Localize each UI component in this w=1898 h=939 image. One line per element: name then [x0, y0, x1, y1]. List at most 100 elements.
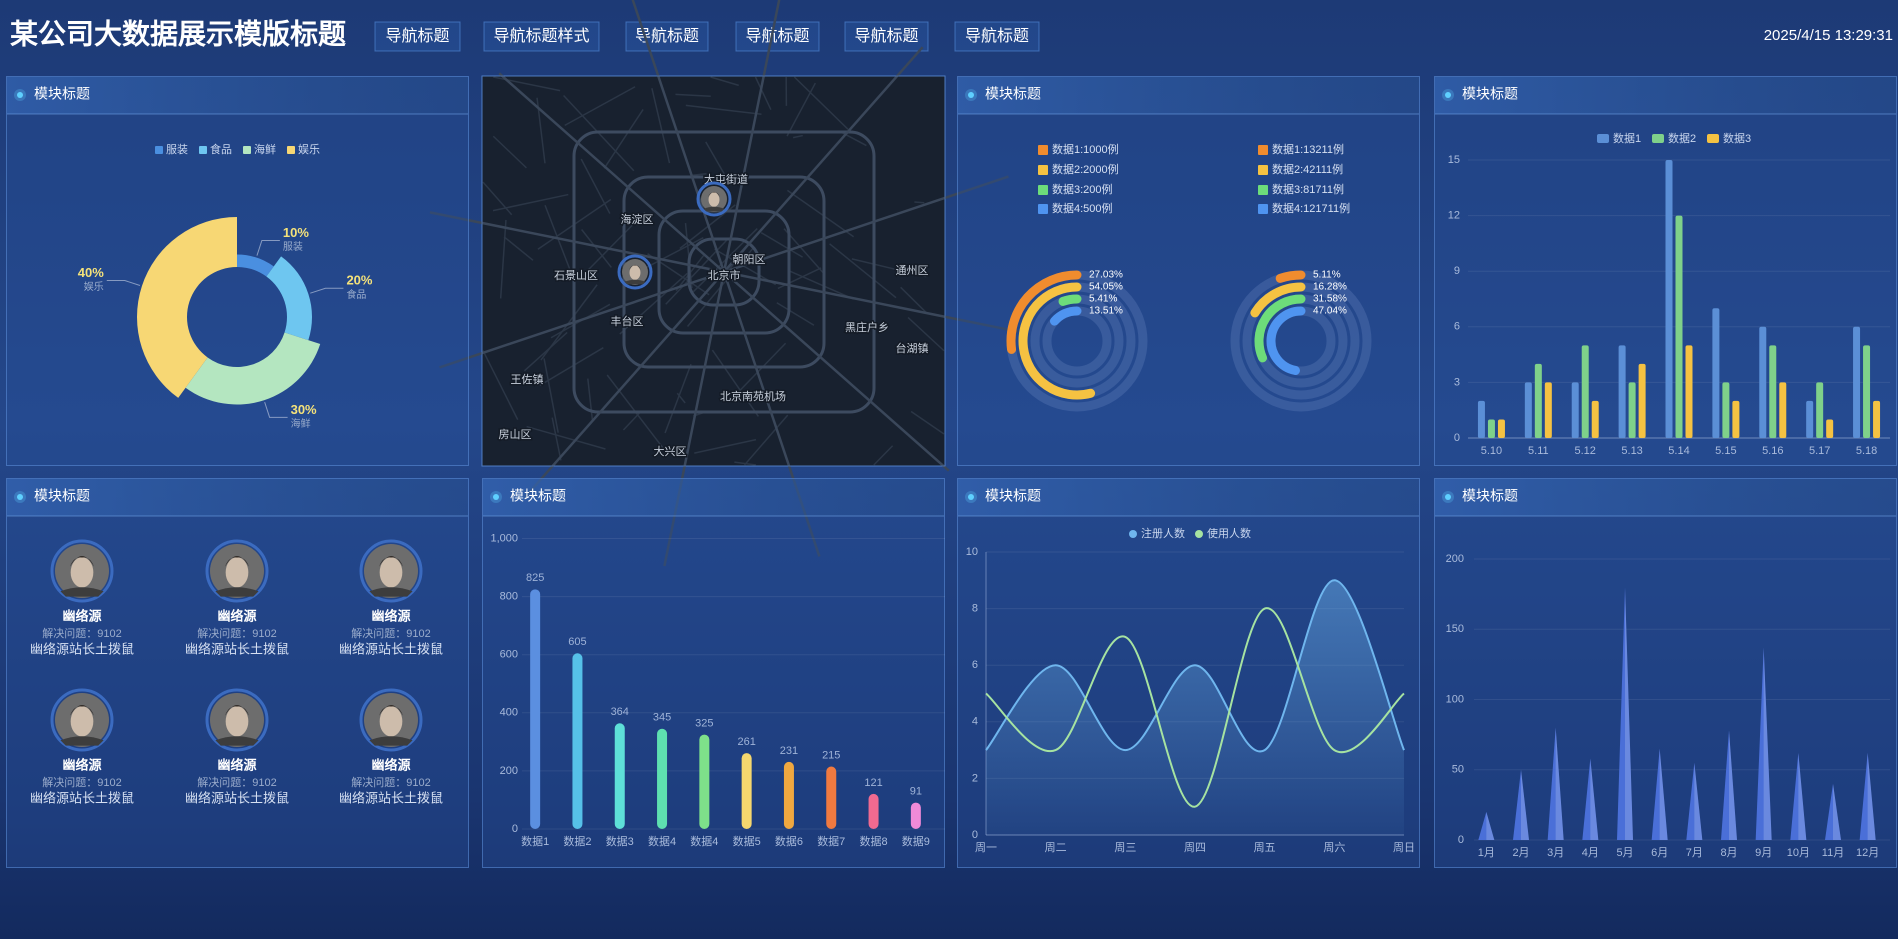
ring-arc	[1006, 270, 1082, 354]
bar	[1759, 326, 1767, 438]
avatar-hair	[69, 705, 95, 716]
avatar-shoulders	[60, 587, 104, 597]
ring-value-label: 5.41%	[1089, 294, 1117, 305]
line	[985, 607, 1405, 808]
legend-swatch	[1258, 185, 1268, 195]
map-label: 大兴区	[654, 444, 687, 458]
panel-dot	[1445, 92, 1451, 98]
map-minor-road	[743, 414, 789, 466]
nav-item[interactable]: 导航标题样式	[493, 27, 589, 45]
panel-title: 模块标题	[1462, 488, 1518, 504]
bar	[910, 802, 921, 829]
bar	[1826, 419, 1834, 438]
map-minor-road	[776, 302, 815, 326]
bar	[1618, 345, 1626, 438]
person-stat: 解决问题：9102	[351, 626, 430, 640]
person-desc: 幽络源站长土拨鼠	[185, 641, 289, 656]
x-tick-label: 5.16	[1762, 445, 1783, 457]
bar	[1534, 363, 1542, 438]
spike-highlight	[1763, 647, 1772, 840]
avatar-ring	[696, 181, 732, 217]
map-radial-road	[498, 72, 725, 273]
map-radial-road	[723, 271, 950, 472]
panel-bg	[482, 478, 945, 868]
pie-slice	[185, 332, 321, 405]
avatar-hair	[629, 264, 641, 271]
bar-value-label: 345	[653, 712, 671, 724]
spike	[1790, 752, 1807, 840]
legend-label: 娱乐	[298, 142, 320, 156]
spike	[1582, 758, 1599, 840]
map-minor-road	[564, 86, 636, 127]
pie-slice	[137, 217, 237, 398]
map-label: 台湖镇	[896, 341, 929, 355]
map-minor-road	[581, 229, 612, 268]
legend-label: 服装	[166, 143, 188, 156]
map-minor-road	[714, 248, 777, 286]
map-minor-road	[873, 445, 894, 466]
x-tick-label: 数据4	[648, 834, 676, 848]
line	[985, 579, 1405, 753]
map-minor-road	[760, 232, 803, 258]
spike	[1547, 727, 1564, 840]
panel-title: 模块标题	[985, 488, 1041, 504]
x-tick-label: 12月	[1856, 847, 1879, 859]
nav-item-bg	[625, 21, 709, 52]
panel-dot	[1445, 494, 1451, 500]
avatar-hair	[378, 705, 404, 716]
bar	[1544, 382, 1552, 438]
avatar-hair	[378, 556, 404, 567]
ring-arc	[1275, 270, 1306, 283]
spike	[1617, 587, 1633, 840]
map-minor-road	[580, 158, 611, 214]
nav-item[interactable]: 导航标题	[385, 27, 449, 45]
person-desc: 幽络源站长土拨鼠	[339, 790, 443, 805]
map-label: 海淀区	[621, 212, 654, 226]
map-minor-road	[694, 438, 757, 454]
map-minor-road	[482, 350, 519, 420]
person-stat: 解决问题：9102	[42, 626, 121, 640]
line-panel: 模块标题 0 2 4 6 8 10 周一 周二 周三 周四 周五 周六 周日 注册人数 使用人数	[957, 478, 1420, 868]
person-desc: 幽络源站长土拨鼠	[185, 790, 289, 805]
person-desc: 幽络源站长土拨鼠	[30, 641, 134, 656]
bar	[1863, 345, 1871, 438]
panel-header	[7, 77, 468, 114]
nav-item[interactable]: 导航标题	[745, 27, 809, 45]
bar	[1873, 400, 1881, 438]
person-name: 幽络源	[217, 757, 256, 772]
bar	[1712, 308, 1720, 438]
map-clip-frame	[481, 75, 946, 467]
legend-label: 注册人数	[1141, 526, 1185, 540]
map-minor-road	[482, 181, 513, 216]
map-label: 房山区	[499, 428, 532, 441]
x-tick-label: 5.12	[1575, 445, 1596, 457]
avatar-ring	[617, 254, 653, 290]
legend-swatch	[155, 146, 163, 154]
y-tick-label: 1,000	[490, 532, 518, 544]
nav-item-bg	[483, 21, 600, 52]
ring-value-label: 27.03%	[1089, 270, 1123, 281]
map-minor-road	[492, 135, 527, 169]
x-tick-label: 数据8	[859, 834, 887, 848]
bar-value-label: 605	[568, 636, 586, 648]
nav-item[interactable]: 导航标题	[635, 27, 699, 45]
x-tick-label: 5.10	[1481, 445, 1502, 457]
bar	[783, 761, 794, 829]
nav-item[interactable]: 导航标题	[965, 27, 1029, 45]
nav-item[interactable]: 导航标题	[854, 27, 918, 45]
spike	[1478, 811, 1495, 840]
x-tick-label: 5.13	[1621, 445, 1642, 457]
avatar-shoulders	[369, 587, 413, 597]
spike-highlight	[1521, 769, 1529, 840]
avatar-ring	[359, 539, 423, 603]
legend-swatch	[1038, 204, 1048, 214]
legend-label: 数据3:81711例	[1272, 182, 1344, 196]
spike-highlight	[1659, 748, 1668, 840]
avatar-ring	[50, 539, 114, 603]
bar	[1675, 215, 1683, 438]
x-tick-label: 数据1	[521, 834, 549, 848]
spike-highlight	[1798, 752, 1807, 840]
x-tick-label: 3月	[1547, 847, 1564, 859]
